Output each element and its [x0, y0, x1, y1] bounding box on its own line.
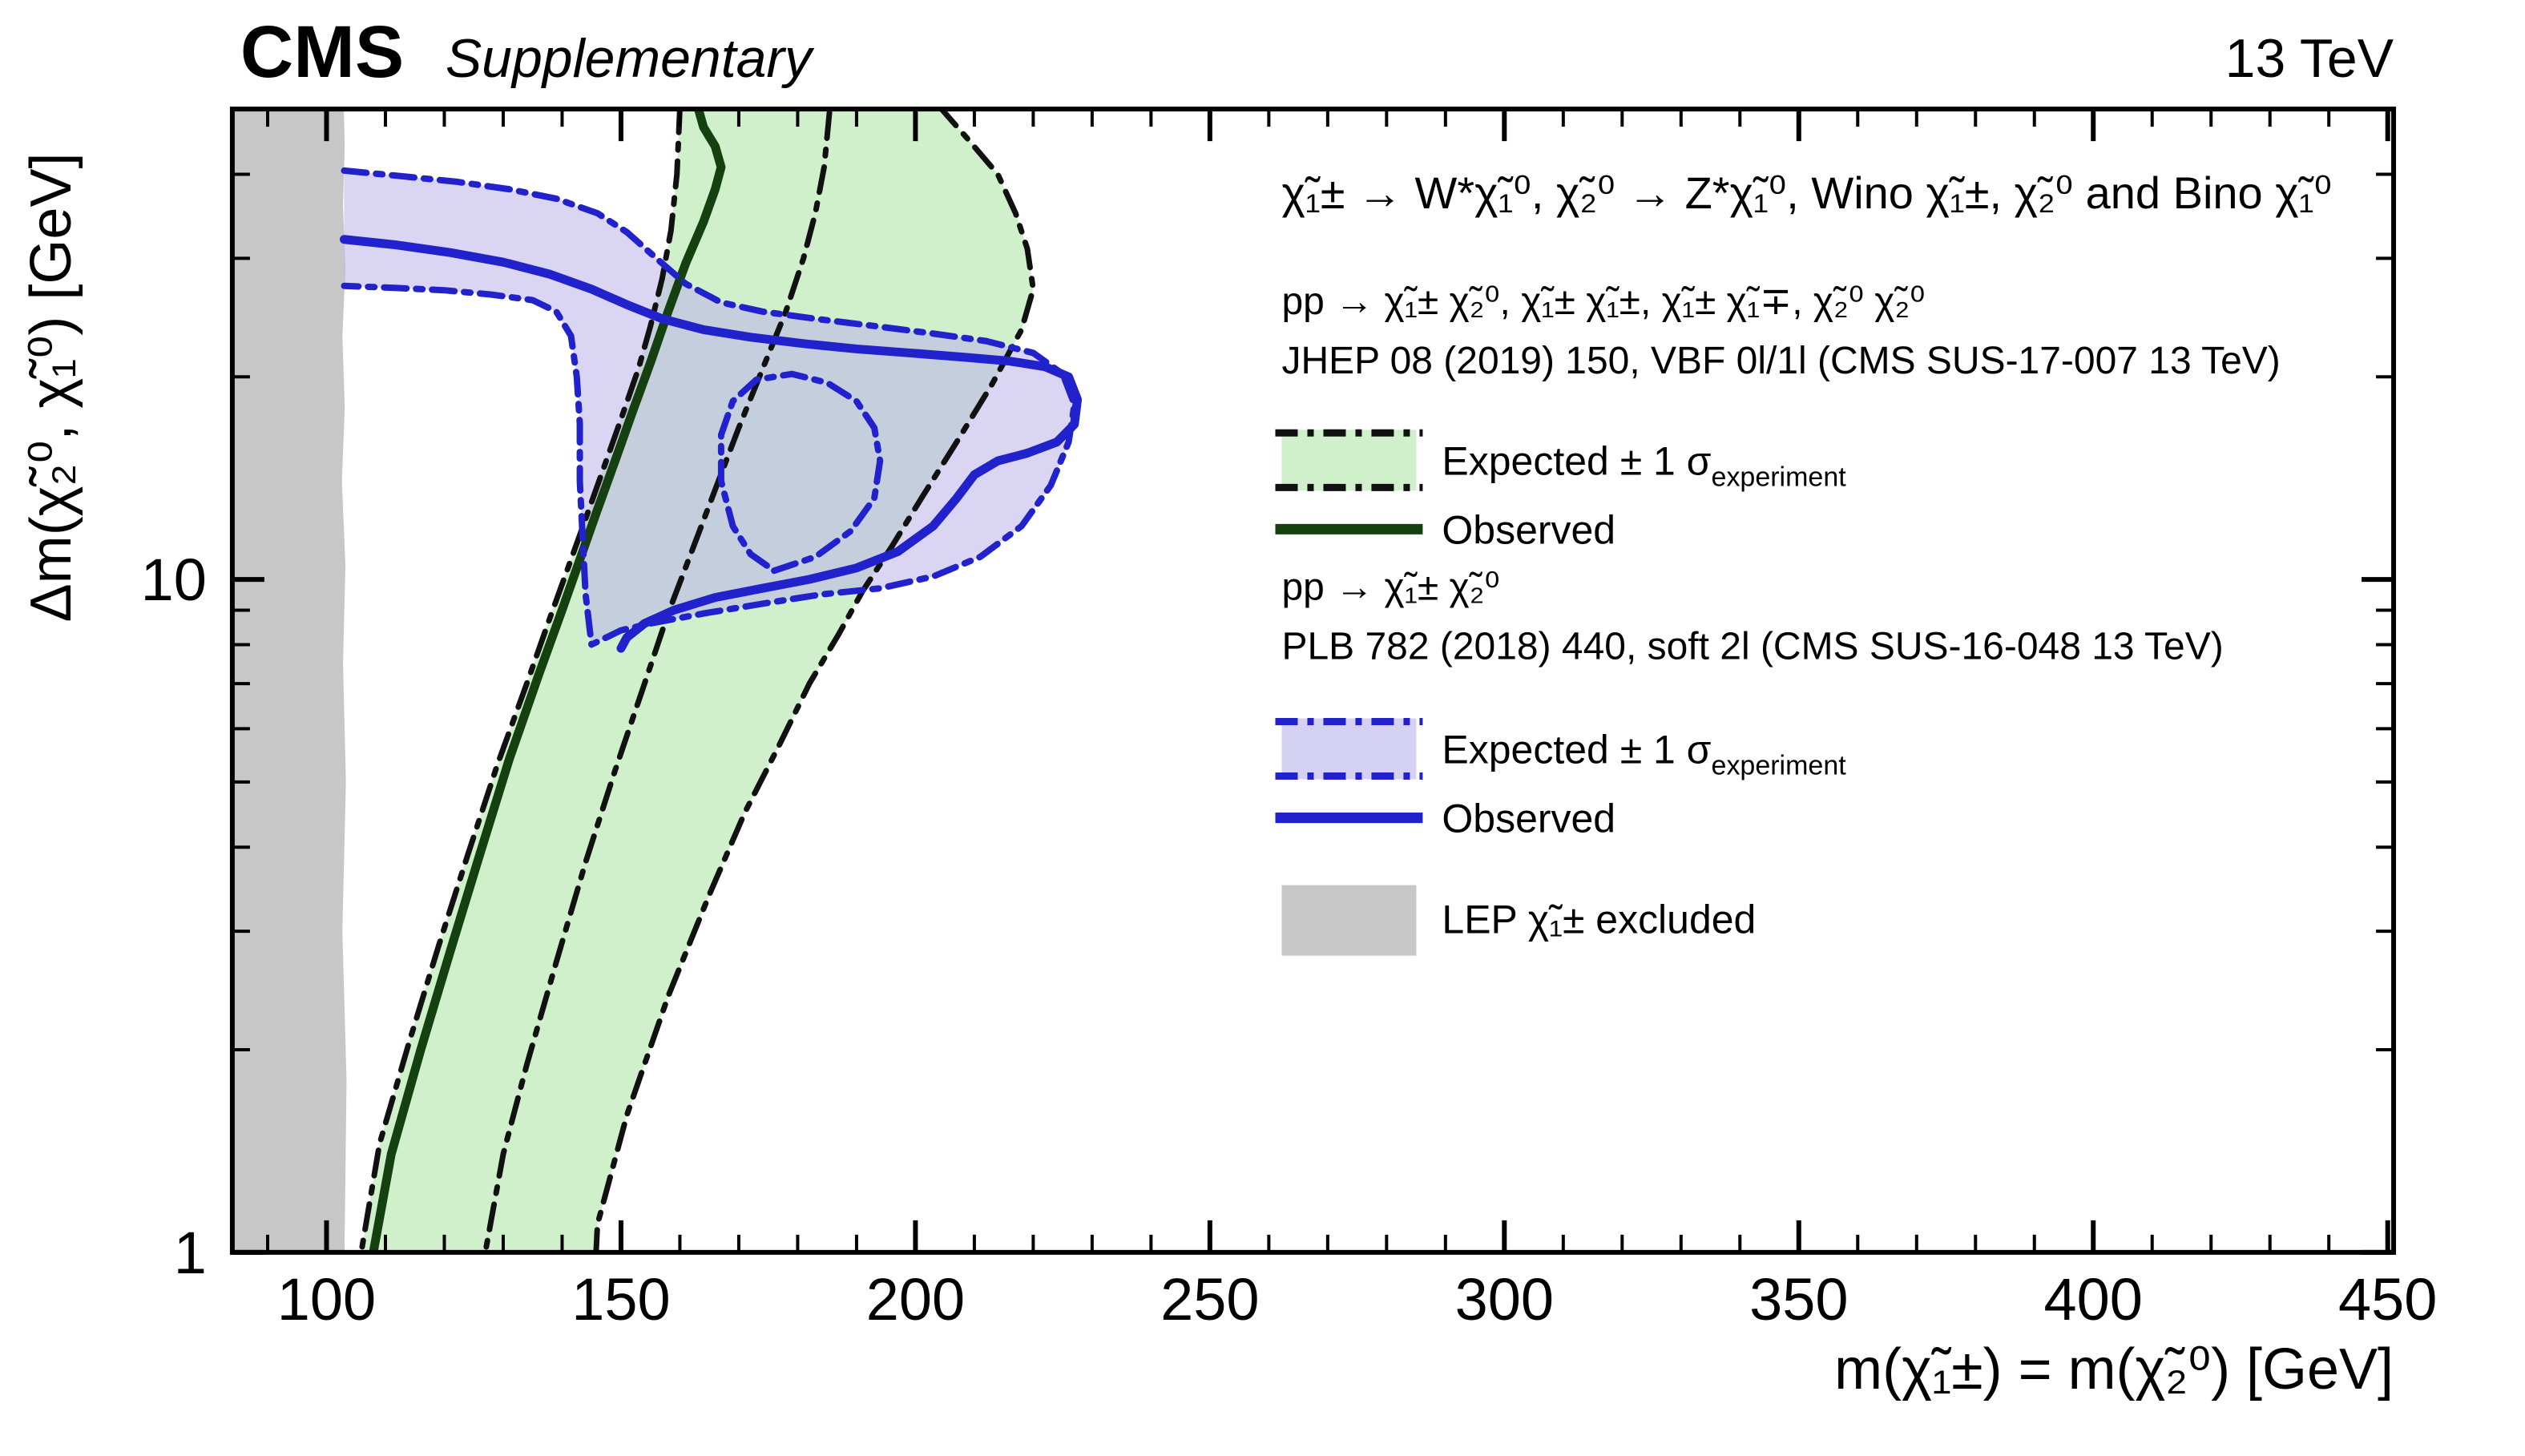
vbf-expected-label: Expected ± 1 σexperiment: [1442, 438, 1846, 492]
y-tick-label: 1: [174, 1220, 207, 1286]
series-vbf-expected-central: [482, 109, 833, 1252]
lep-excluded-swatch: [1281, 885, 1417, 956]
series-vbf-observed: [369, 109, 726, 1252]
vbf-expected-label-main: Expected ± 1 σ: [1442, 438, 1711, 483]
x-tick-label: 450: [2338, 1266, 2437, 1333]
plot-frame: [229, 107, 2397, 1255]
energy-label: 13 TeV: [2225, 28, 2394, 89]
vbf-observed-label: Observed: [1442, 507, 1615, 552]
supplementary-label: Supplementary: [446, 28, 815, 89]
series-soft2l-observed: [339, 235, 1083, 653]
soft2l-reference-label: PLB 782 (2018) 440, soft 2l (CMS SUS-16-…: [1281, 625, 2223, 668]
soft2l-expected-label: Expected ± 1 σexperiment: [1442, 728, 1846, 781]
region-lep-excluded: [232, 109, 347, 1252]
plot-data-layer: [232, 109, 1083, 1252]
region-soft2l-expected-band: [344, 170, 1075, 645]
y-tick-label: 10: [141, 547, 207, 613]
x-tick-label: 350: [1749, 1266, 1848, 1333]
series-soft2l-expected-inner: [717, 370, 884, 575]
vbf-expected-swatch: [1275, 429, 1423, 491]
soft2l-expected-band-swatch: [1281, 718, 1417, 780]
vbf-expected-band-swatch: [1281, 430, 1417, 491]
vbf-expected-label-sub: experiment: [1712, 462, 1847, 492]
x-tick-label: 250: [1160, 1266, 1259, 1333]
soft2l-expected-label-main: Expected ± 1 σ: [1442, 728, 1711, 772]
legend: χ̃₁± → W*χ̃₁⁰, χ̃₂⁰ → Z*χ̃₁⁰, Wino χ̃₁±,…: [1275, 167, 2332, 956]
cms-logo-text: CMS: [240, 11, 404, 93]
decay-channel-label: χ̃₁± → W*χ̃₁⁰, χ̃₂⁰ → Z*χ̃₁⁰, Wino χ̃₁±,…: [1281, 167, 2331, 218]
series-soft2l-expected-outline: [341, 167, 1078, 648]
series-vbf-expected-down: [358, 109, 683, 1252]
x-tick-label: 200: [866, 1266, 965, 1333]
vbf-process-label: pp → χ̃₁± χ̃₂⁰, χ̃₁± χ̃₁±, χ̃₁± χ̃₁∓, χ̃…: [1281, 280, 1925, 323]
soft2l-expected-label-sub: experiment: [1712, 751, 1847, 781]
x-tick-label: 400: [2044, 1266, 2143, 1333]
soft2l-observed-label: Observed: [1442, 797, 1615, 841]
lep-excluded-label: LEP χ̃₁± excluded: [1442, 897, 1756, 942]
x-tick-label: 150: [571, 1266, 670, 1333]
x-tick-label: 300: [1455, 1266, 1554, 1333]
x-axis-title: m(χ̃₁±) = m(χ̃₂⁰) [GeV]: [1834, 1337, 2394, 1402]
y-axis-title: Δm(χ̃₂⁰, χ̃₁⁰) [GeV]: [19, 153, 83, 623]
soft2l-process-label: pp → χ̃₁± χ̃₂⁰: [1281, 566, 1499, 608]
vbf-reference-label: JHEP 08 (2019) 150, VBF 0l/1l (CMS SUS-1…: [1281, 340, 2280, 382]
x-tick-label: 100: [277, 1266, 376, 1333]
series-vbf-expected-up: [593, 109, 1036, 1252]
soft2l-expected-swatch: [1275, 717, 1423, 780]
